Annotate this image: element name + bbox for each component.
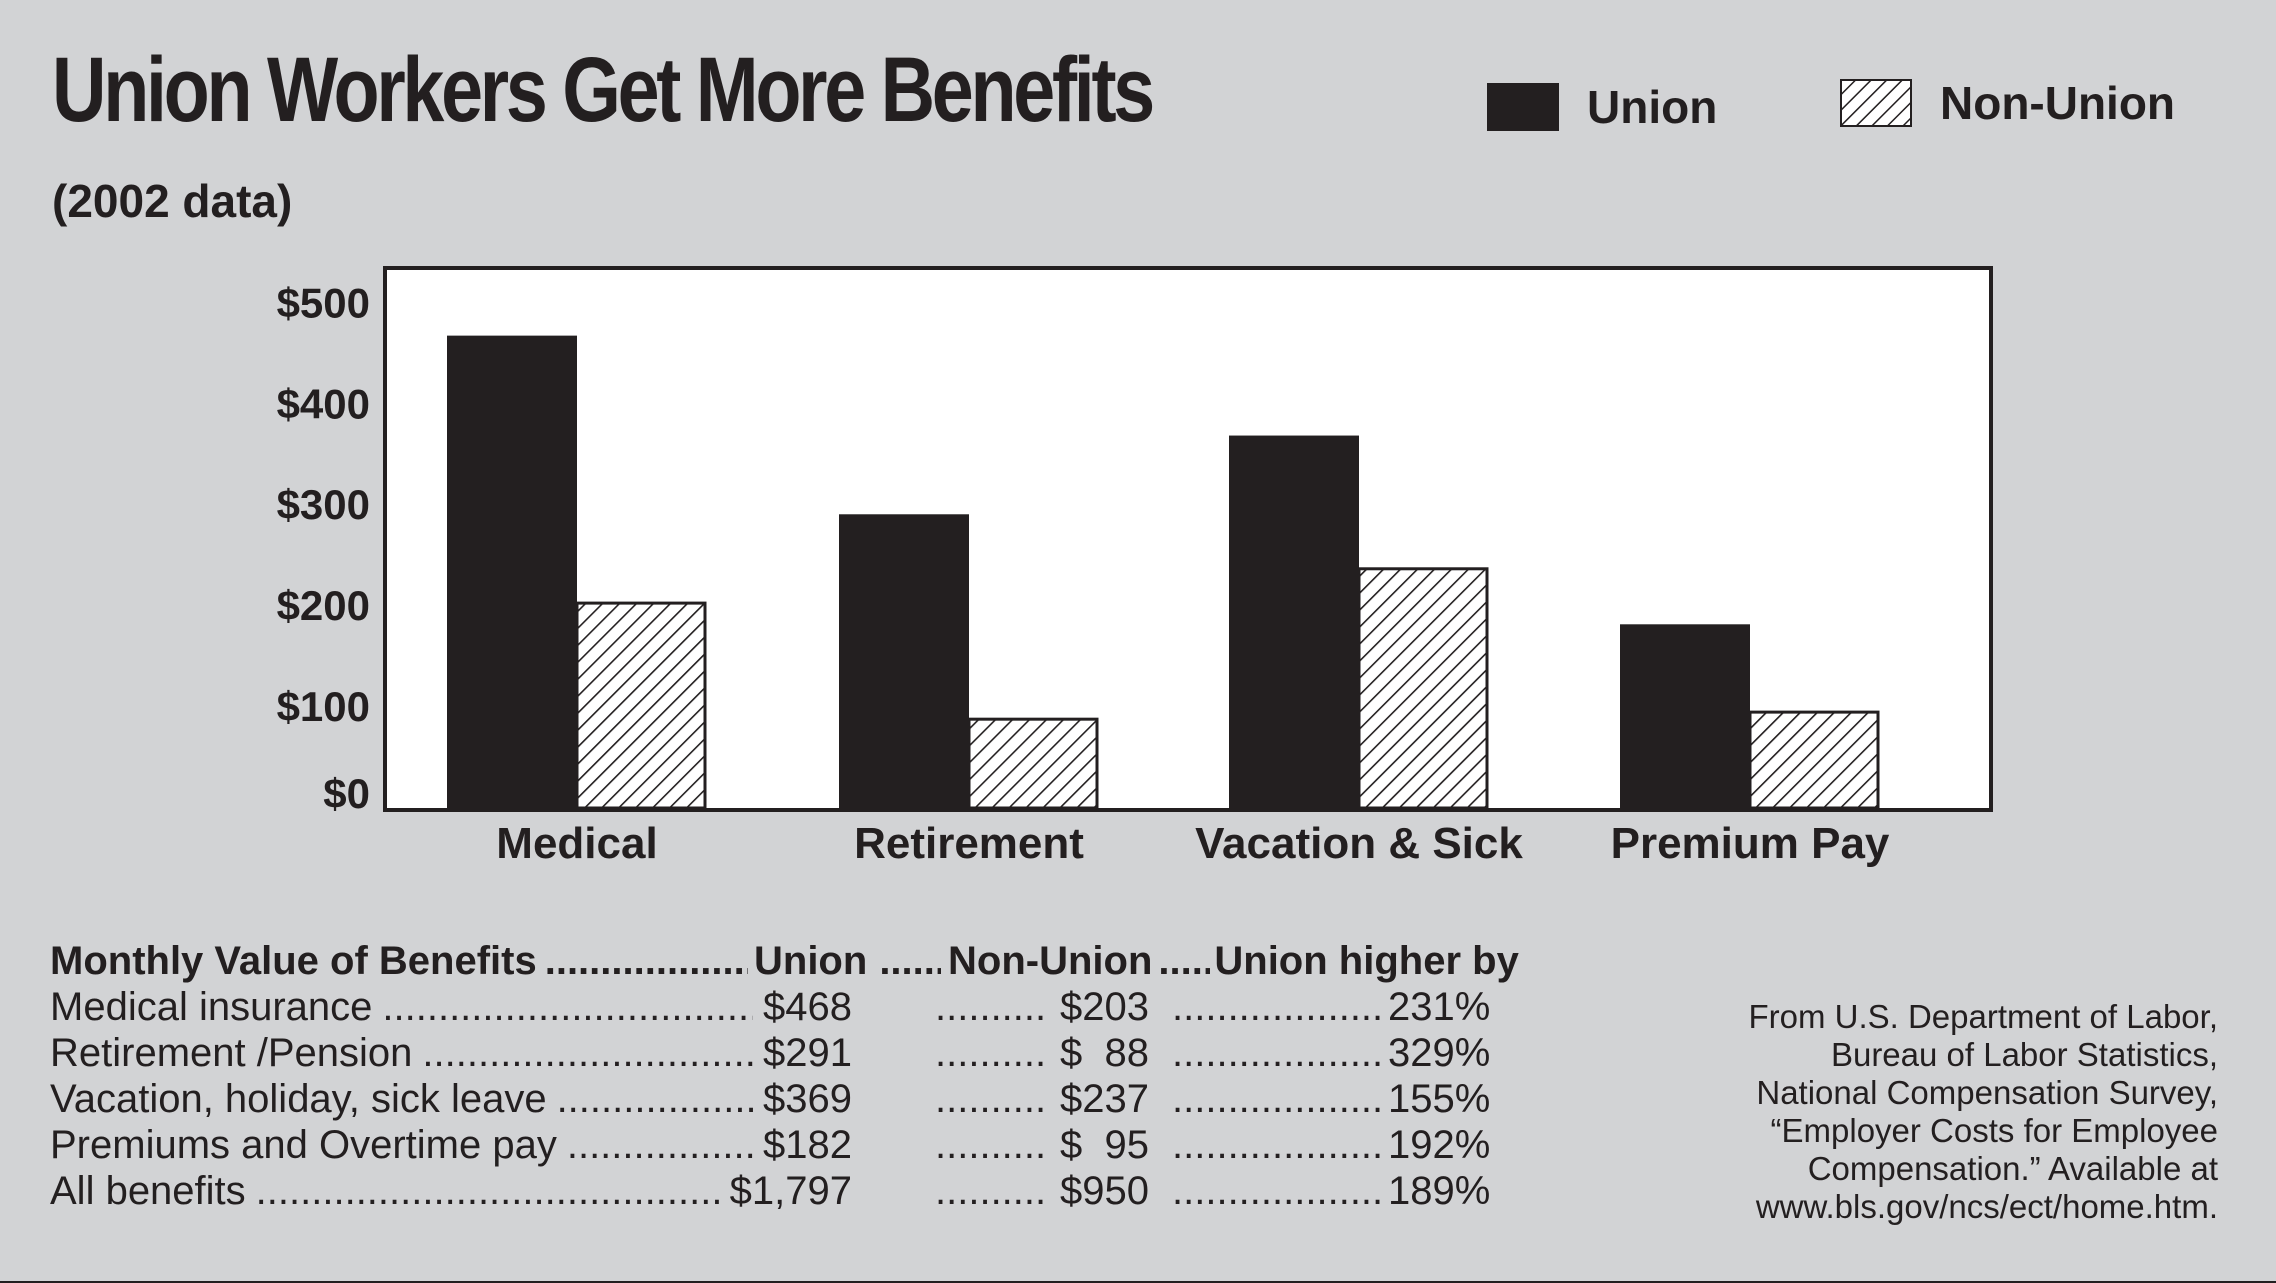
source-line: www.bls.gov/ncs/ect/home.htm. xyxy=(1755,1188,2218,1225)
table-leader-dots: ........................................… xyxy=(556,1077,753,1121)
table-cell-label: Retirement /Pension xyxy=(50,1031,413,1075)
table-leader-dots: ........................................… xyxy=(382,985,753,1029)
bar-non-union-vacation-sick xyxy=(1357,567,1489,810)
table-leader-dots: ............ xyxy=(935,1169,1043,1213)
table-leader-dots: ........................................… xyxy=(255,1169,720,1213)
y-tick-label: $0 xyxy=(323,770,370,817)
table-leader-dots: ............ xyxy=(935,985,1043,1029)
table-cell-union: $468 xyxy=(763,985,852,1029)
table-leader-dots: ........ xyxy=(1158,939,1210,983)
legend-label-union: Union xyxy=(1587,81,1718,133)
table-cell-non-union: $950 xyxy=(1060,1169,1149,1213)
table-leader-dots: ........................................… xyxy=(422,1031,754,1075)
table-header-non-union: Non-Union xyxy=(948,939,1153,983)
legend-item-union: Union xyxy=(1487,80,1717,134)
source-citation: From U.S. Department of Labor, Bureau of… xyxy=(1658,998,2218,1226)
x-tick-label: Retirement xyxy=(854,819,1084,868)
table-cell-non-union: $203 xyxy=(1060,985,1149,1029)
x-tick-label: Premium Pay xyxy=(1611,819,1890,868)
table-cell-higher: 231% xyxy=(1388,985,1491,1029)
source-line: “Employer Costs for Employee xyxy=(1770,1112,2218,1149)
table-leader-dots: ............ xyxy=(935,1077,1043,1121)
table-leader-dots: ............ xyxy=(935,1031,1043,1075)
bar-union-medical xyxy=(447,335,577,808)
table-leader-dots: ...................... xyxy=(1172,1123,1380,1167)
table-header-higher: Union higher by xyxy=(1214,939,1519,983)
table-leader-dots: ...................... xyxy=(1172,1077,1380,1121)
y-tick-label: $100 xyxy=(277,683,370,730)
table-cell-label: Vacation, holiday, sick leave xyxy=(50,1077,547,1121)
legend-item-non-union: Non-Union xyxy=(1840,76,2175,130)
bar-union-premium-pay xyxy=(1620,624,1750,808)
table-header-union: Union xyxy=(754,939,868,983)
table-leader-dots: ...................... xyxy=(1172,985,1380,1029)
table-cell-label: All benefits xyxy=(50,1169,246,1213)
source-line: Bureau of Labor Statistics, xyxy=(1830,1036,2218,1073)
bottom-rule xyxy=(0,1281,2276,1283)
x-tick-label: Medical xyxy=(496,819,657,868)
legend-label-non-union: Non-Union xyxy=(1940,77,2176,129)
table-cell-non-union: $ 95 xyxy=(1060,1123,1149,1167)
table-cell-union: $1,797 xyxy=(729,1169,852,1213)
table-header-label: Monthly Value of Benefits xyxy=(50,939,537,983)
table-leader-dots: .......................... xyxy=(544,939,748,983)
y-tick-label: $200 xyxy=(277,582,370,629)
table-cell-higher: 155% xyxy=(1388,1077,1491,1121)
legend-swatch-union xyxy=(1487,83,1559,131)
x-tick-label: Vacation & Sick xyxy=(1195,819,1523,868)
table-cell-higher: 329% xyxy=(1388,1031,1491,1075)
bar-non-union-retirement xyxy=(967,717,1099,810)
table-cell-higher: 189% xyxy=(1388,1169,1491,1213)
legend-swatch-non-union xyxy=(1840,79,1912,127)
bar-union-retirement xyxy=(839,514,969,808)
page-title: Union Workers Get More Benefits xyxy=(52,39,1155,141)
table-leader-dots: ...................... xyxy=(1172,1169,1380,1213)
table-cell-union: $182 xyxy=(763,1123,852,1167)
y-tick-label: $500 xyxy=(277,279,370,326)
table-cell-union: $369 xyxy=(763,1077,852,1121)
table-cell-higher: 192% xyxy=(1388,1123,1491,1167)
table-cell-non-union: $237 xyxy=(1060,1077,1149,1121)
source-line: National Compensation Survey, xyxy=(1756,1074,2218,1111)
bar-non-union-premium-pay xyxy=(1748,710,1880,810)
table-leader-dots: ............ xyxy=(935,1123,1043,1167)
table-leader-dots: ........ xyxy=(879,939,941,983)
bar-non-union-medical xyxy=(575,601,707,810)
table-cell-label: Medical insurance xyxy=(50,985,373,1029)
table-leader-dots: ...................... xyxy=(1172,1031,1380,1075)
table-cell-union: $291 xyxy=(763,1031,852,1075)
source-line: From U.S. Department of Labor, xyxy=(1748,998,2218,1035)
table-cell-label: Premiums and Overtime pay xyxy=(50,1123,557,1167)
source-line: Compensation.” Available at xyxy=(1807,1150,2218,1187)
table-cell-non-union: $ 88 xyxy=(1060,1031,1149,1075)
y-tick-label: $400 xyxy=(277,380,370,427)
page-subtitle: (2002 data) xyxy=(52,175,293,227)
y-tick-label: $300 xyxy=(277,481,370,528)
table-leader-dots: ........................................… xyxy=(566,1123,753,1167)
bar-union-vacation-sick xyxy=(1229,435,1359,808)
bar-chart: $0 $100 $200 $300 $400 $500 Medical Retirement… xyxy=(277,266,1993,868)
